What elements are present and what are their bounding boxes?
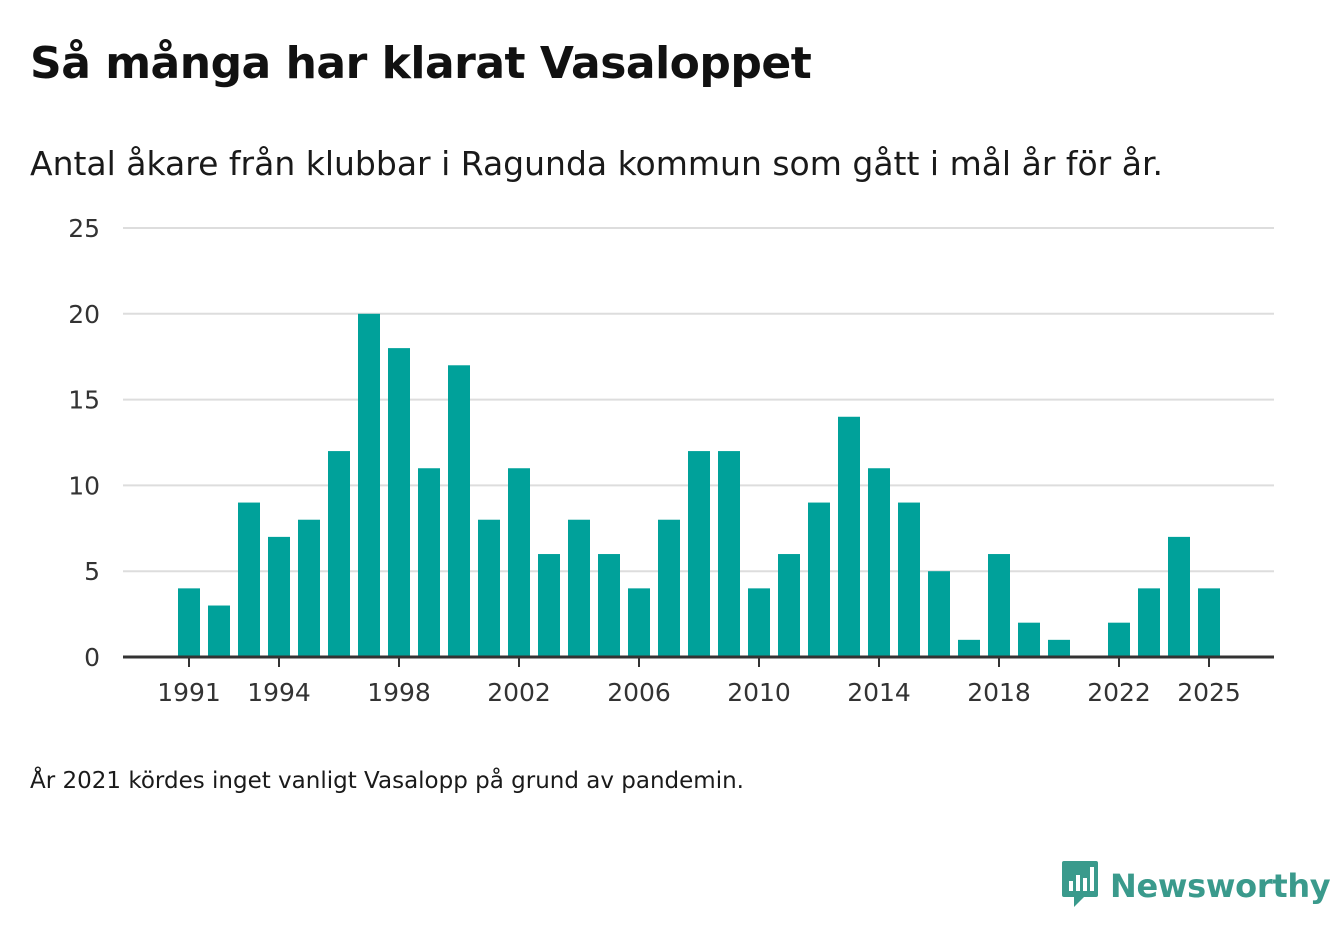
bar-2015 [898,502,920,657]
bar-2018 [988,554,1010,657]
brand: Newsworthy [1060,859,1331,913]
bar-2006 [628,588,650,657]
bar-1996 [328,451,350,657]
bar-2024 [1168,536,1190,657]
bar-1994 [268,536,290,657]
footnote: År 2021 kördes inget vanligt Vasalopp på… [30,768,744,794]
bar-2002 [508,468,530,657]
chart-subtitle: Antal åkare från klubbar i Ragunda kommu… [30,144,1163,183]
x-tick-label: 2002 [487,678,551,707]
bar-2025 [1198,588,1220,657]
x-tick-label: 2018 [967,678,1031,707]
bar-2011 [778,554,800,657]
bar-1998 [388,348,410,657]
bar-2007 [658,519,680,657]
y-tick-label: 20 [68,300,100,329]
bar-1999 [418,468,440,657]
bar-2004 [568,519,590,657]
bar-1997 [358,313,380,657]
chart-title: Så många har klarat Vasaloppet [30,38,812,89]
grid-lines [123,227,1274,573]
x-tick-label: 2025 [1177,678,1241,707]
y-tick-label: 15 [68,386,100,415]
bar-1991 [178,588,200,657]
bar-2019 [1018,622,1040,657]
bar-1992 [208,605,230,657]
x-tick-label: 1998 [367,678,431,707]
x-axis: 1991 1994 1998 2002 2006 2010 2014 2018 2022 2025 [123,655,1274,707]
bar-2022 [1108,622,1130,657]
brand-name: Newsworthy [1110,867,1331,905]
x-tick-label: 2014 [847,678,911,707]
x-tick-label: 2006 [607,678,671,707]
y-tick-label: 10 [68,471,100,500]
x-tick-label: 1994 [247,678,311,707]
bar-2017 [958,639,980,657]
bar-2016 [928,571,950,657]
bar-2010 [748,588,770,657]
y-tick-label: 25 [68,214,100,243]
bar-2009 [718,451,740,657]
bar-2014 [868,468,890,657]
bar-2008 [688,451,710,657]
bar-1995 [298,519,320,657]
x-tick-label: 2010 [727,678,791,707]
bar-2012 [808,502,830,657]
bar-2000 [448,365,470,657]
bar-2003 [538,554,560,657]
bar-2001 [478,519,500,657]
bars [178,313,1220,657]
newsworthy-logo-icon [1060,859,1100,913]
y-axis-ticks: 0 5 10 15 20 25 [68,214,100,672]
bar-2023 [1138,588,1160,657]
bar-2005 [598,554,620,657]
y-tick-label: 5 [84,557,100,586]
bar-1993 [238,502,260,657]
bar-2013 [838,416,860,657]
x-tick-label: 1991 [157,678,221,707]
bar-2020 [1048,639,1070,657]
x-tick-label: 2022 [1087,678,1151,707]
y-tick-label: 0 [84,643,100,672]
